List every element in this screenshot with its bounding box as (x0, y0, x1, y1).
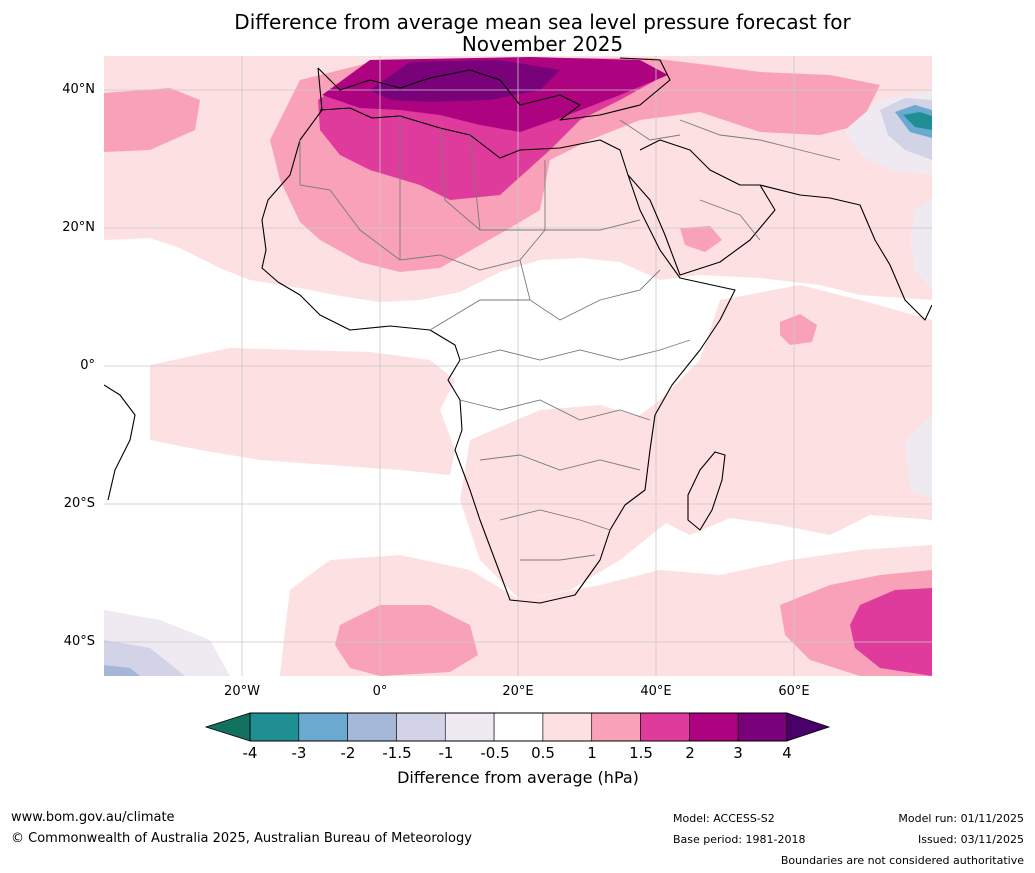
footer-disclaimer: Boundaries are not considered authoritat… (780, 854, 1024, 867)
chart-title-line2: November 2025 (461, 32, 624, 56)
colorbar-tick-label: 1 (587, 744, 597, 762)
anomaly-region-light-pink-southern-africa (460, 405, 690, 600)
coastlines (104, 57, 932, 604)
footer-copyright: © Commonwealth of Australia 2025, Austra… (11, 831, 472, 846)
lat-label-0: 0° (80, 358, 95, 373)
anomaly-region-pink-south-atlantic (335, 605, 478, 676)
colorbar-tick-label: -0.5 (480, 744, 510, 762)
map-gridlines (104, 56, 932, 676)
lat-label-20s: 20°S (63, 496, 95, 511)
anomaly-region-blue-southwest (104, 665, 140, 676)
footer-base-period: Base period: 1981-2018 (673, 833, 806, 846)
colorbar (204, 712, 831, 742)
anomaly-region-lavender-india (910, 200, 932, 290)
colorbar-tick-label: 1.5 (629, 744, 653, 762)
colorbar-bin (542, 712, 593, 742)
anomaly-region-teal-asia (903, 112, 932, 130)
anomaly-region-pink-west (104, 88, 200, 152)
footer-model: Model: ACCESS-S2 (673, 812, 775, 825)
anomaly-region-magenta-south-indian (850, 588, 932, 676)
colorbar-extend-max (786, 712, 831, 742)
colorbar-tick-label: -1.5 (382, 744, 412, 762)
lat-label-40n: 40°N (62, 82, 95, 97)
colorbar-tick-label: 4 (782, 744, 792, 762)
colorbar-outline (249, 712, 788, 742)
colorbar-bin (640, 712, 690, 742)
colorbar-extend-min (204, 712, 251, 742)
country-borders (299, 116, 841, 561)
pressure-anomaly-field (104, 56, 932, 676)
coastline-arabia (627, 139, 776, 276)
colorbar-tick-label: -4 (242, 744, 258, 762)
footer-website: www.bom.gov.au/climate (11, 810, 175, 825)
lon-label-20e: 20°E (502, 684, 534, 699)
coastline-asia (759, 184, 932, 321)
colorbar-tick-label: -1 (438, 744, 454, 762)
colorbar-bin (444, 712, 495, 742)
colorbar-bin (249, 712, 300, 742)
footer-issued: Issued: 03/11/2025 (917, 833, 1024, 846)
colorbar-tick-label: 3 (733, 744, 743, 762)
anomaly-region-pink-arabia (680, 226, 722, 252)
colorbar-bin (737, 712, 788, 742)
colorbar-tick-label: 0.5 (531, 744, 555, 762)
colorbar-tick-label: -3 (291, 744, 307, 762)
coastline-madagascar (687, 451, 726, 531)
chart-title-line1: Difference from average mean sea level p… (234, 10, 851, 34)
colorbar-bin (396, 712, 446, 742)
lon-label-20w: 20°W (224, 684, 260, 699)
anomaly-region-light-pink-atlantic (150, 348, 455, 475)
lat-label-40s: 40°S (63, 634, 95, 649)
colorbar-bin (591, 712, 641, 742)
anomaly-region-pink-indian-spot (780, 314, 817, 345)
colorbar-bin (347, 712, 397, 742)
lon-label-0: 0° (372, 684, 388, 699)
colorbar-tick-label: -2 (340, 744, 356, 762)
coastline-south-america (104, 384, 136, 501)
lat-label-20n: 20°N (62, 220, 95, 235)
footer-model-run: Model run: 01/11/2025 (898, 812, 1024, 825)
anomaly-region-lightblue-southwest (104, 640, 185, 676)
colorbar-tick-label: 2 (685, 744, 695, 762)
colorbar-title: Difference from average (hPa) (397, 768, 639, 787)
anomaly-region-light-pink-indian (620, 285, 932, 535)
coastline-africa (261, 67, 736, 604)
colorbar-bin (689, 712, 739, 742)
colorbar-bin (493, 712, 544, 742)
coastline-europe (317, 57, 671, 121)
lon-label-60e: 60°E (778, 684, 810, 699)
anomaly-region-purple-core (370, 60, 560, 102)
lon-label-40e: 40°E (640, 684, 672, 699)
colorbar-bin (298, 712, 348, 742)
anomaly-region-lavender-east (905, 415, 932, 500)
